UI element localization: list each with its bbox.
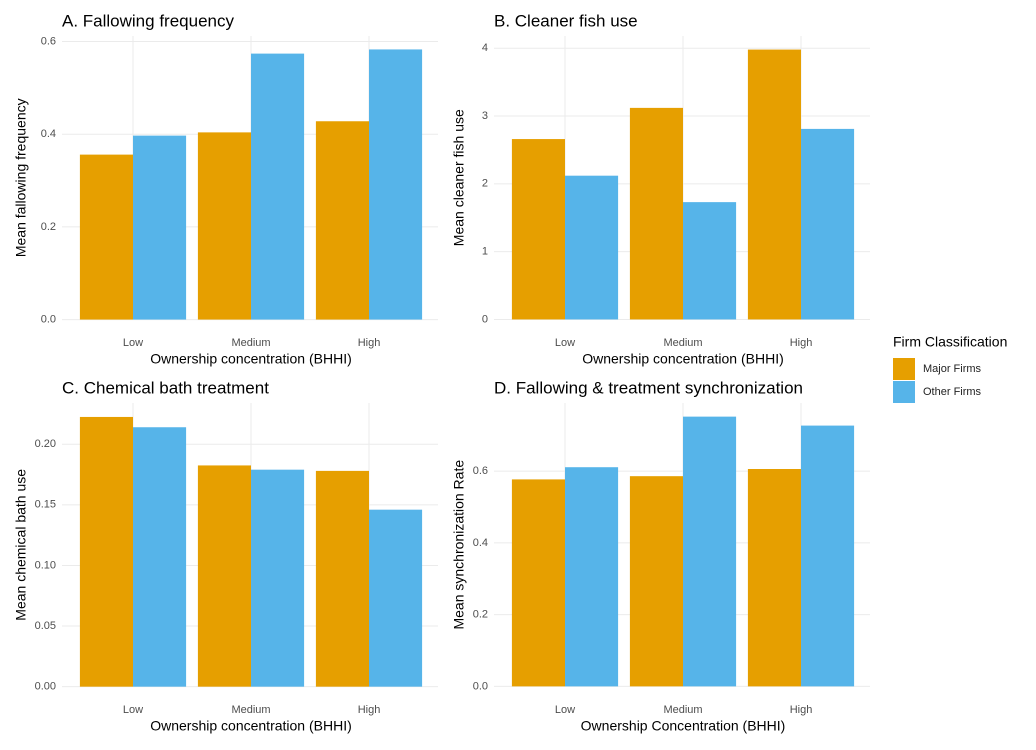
- bar: [683, 202, 737, 320]
- y-tick-label: 0.4: [41, 128, 56, 140]
- y-tick-label: 0: [482, 313, 488, 325]
- legend-label: Other Firms: [923, 386, 982, 398]
- legend-key: [893, 381, 915, 403]
- y-tick-label: 0.10: [35, 559, 56, 571]
- y-tick-label: 0.0: [473, 680, 488, 692]
- y-tick-label: 0.2: [473, 609, 488, 621]
- x-axis-title: Ownership Concentration (BHHI): [581, 718, 786, 734]
- panel-title: A. Fallowing frequency: [62, 11, 234, 30]
- bar: [79, 154, 133, 320]
- bar: [315, 470, 369, 687]
- bar: [133, 135, 187, 320]
- bar: [565, 175, 619, 320]
- x-tick-label: Medium: [663, 337, 702, 349]
- bar: [251, 469, 305, 687]
- bar: [315, 121, 369, 320]
- bar: [197, 132, 251, 320]
- y-tick-label: 0.00: [35, 681, 56, 693]
- x-axis-title: Ownership concentration (BHHI): [150, 351, 352, 367]
- y-tick-label: 0.6: [41, 35, 56, 47]
- bar: [565, 467, 619, 687]
- panel-title: B. Cleaner fish use: [494, 11, 638, 30]
- y-axis-title: Mean synchronization Rate: [451, 460, 467, 630]
- bar: [133, 427, 187, 687]
- y-tick-label: 3: [482, 110, 488, 122]
- bar: [197, 465, 251, 687]
- bar: [251, 53, 305, 320]
- x-tick-label: Low: [555, 337, 575, 349]
- x-tick-label: Medium: [231, 337, 270, 349]
- x-tick-label: Medium: [231, 704, 270, 716]
- x-tick-label: High: [358, 337, 381, 349]
- bar: [629, 107, 683, 320]
- x-tick-label: High: [790, 704, 813, 716]
- legend-label: Major Firms: [923, 363, 982, 375]
- y-tick-label: 0.15: [35, 499, 56, 511]
- bar: [747, 49, 801, 320]
- y-tick-label: 1: [482, 246, 488, 258]
- panel-title: D. Fallowing & treatment synchronization: [494, 378, 803, 397]
- x-tick-label: Low: [123, 337, 143, 349]
- bar: [369, 49, 423, 320]
- x-tick-label: Low: [555, 704, 575, 716]
- y-axis-title: Mean fallowing frequency: [13, 98, 29, 257]
- y-tick-label: 0.0: [41, 313, 56, 325]
- y-tick-label: 0.4: [473, 537, 488, 549]
- bar: [79, 416, 133, 687]
- bar: [369, 509, 423, 687]
- bar: [801, 425, 855, 687]
- bar: [747, 469, 801, 687]
- bar: [683, 416, 737, 687]
- x-axis-title: Ownership concentration (BHHI): [150, 718, 352, 734]
- bar: [511, 479, 565, 687]
- y-tick-label: 2: [482, 178, 488, 190]
- y-tick-label: 0.05: [35, 620, 56, 632]
- legend-key: [893, 358, 915, 380]
- y-tick-label: 0.6: [473, 465, 488, 477]
- x-tick-label: Medium: [663, 704, 702, 716]
- y-axis-title: Mean cleaner fish use: [451, 109, 467, 246]
- y-axis-title: Mean chemical bath use: [13, 469, 29, 621]
- x-tick-label: High: [790, 337, 813, 349]
- legend-title: Firm Classification: [893, 334, 1007, 350]
- bar: [511, 139, 565, 320]
- x-tick-label: Low: [123, 704, 143, 716]
- bar: [629, 476, 683, 687]
- y-tick-label: 0.20: [35, 438, 56, 450]
- x-axis-title: Ownership concentration (BHHI): [582, 351, 784, 367]
- bar: [801, 128, 855, 320]
- x-tick-label: High: [358, 704, 381, 716]
- y-tick-label: 0.2: [41, 221, 56, 233]
- y-tick-label: 4: [482, 42, 488, 54]
- panel-title: C. Chemical bath treatment: [62, 378, 269, 397]
